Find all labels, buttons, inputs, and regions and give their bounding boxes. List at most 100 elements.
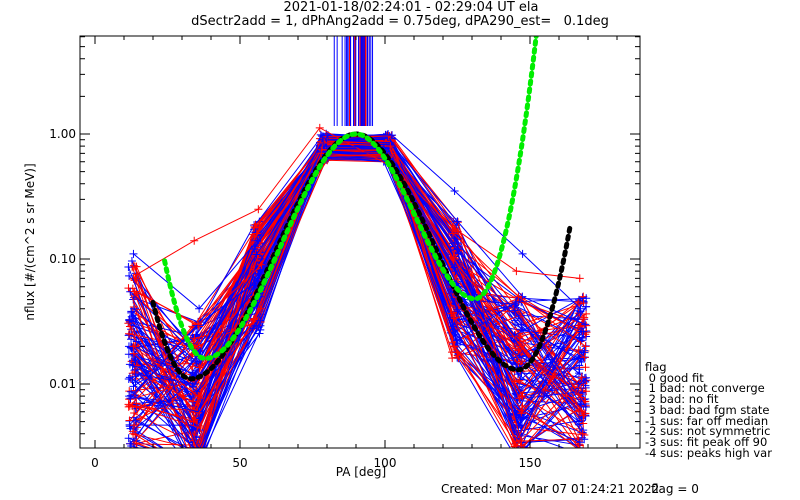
data-point-marker (510, 306, 519, 315)
data-point-marker (125, 392, 134, 401)
data-point-marker (252, 250, 261, 259)
spectrum-line (136, 152, 583, 435)
data-point-marker (450, 342, 459, 351)
data-point-marker (453, 217, 462, 226)
created-timestamp: Created: Mon Mar 07 01:24:21 2022 (441, 482, 660, 496)
y-tick-label: 0.10 (49, 252, 76, 266)
x-tick-label: 150 (518, 456, 542, 470)
fit-curves (150, 36, 574, 382)
data-point-marker (581, 451, 589, 459)
data-point-marker (454, 353, 463, 362)
legend-entry: 0 good fit (645, 370, 704, 385)
data-point-marker (579, 411, 588, 420)
data-point-marker (132, 337, 141, 346)
legend-entry: -2 sus: not symmetric (645, 424, 771, 439)
data-point-marker (575, 350, 584, 359)
data-point-marker (130, 304, 139, 313)
x-tick-label: 50 (232, 456, 248, 470)
flag-value: flag = 0 (651, 482, 699, 496)
fit-curve-narrow (162, 36, 539, 361)
spectrum-line (134, 142, 586, 347)
data-point-marker (124, 375, 133, 384)
data-point-marker (575, 274, 584, 283)
data-point-marker (127, 387, 136, 396)
data-point-marker (126, 394, 135, 403)
data-point-marker (453, 245, 462, 254)
data-point-marker (251, 220, 260, 229)
data-point-marker (579, 444, 588, 448)
data-point-marker (131, 430, 140, 439)
data-point-marker (132, 399, 141, 408)
data-point-marker (386, 142, 395, 151)
data-point-marker (189, 466, 197, 474)
y-tick-label: 0.01 (49, 377, 76, 391)
data-point-marker (194, 459, 202, 467)
data-point-marker (192, 467, 200, 475)
data-point-marker (197, 451, 205, 459)
data-point-marker (197, 461, 205, 469)
data-point-marker (194, 320, 203, 329)
legend-entry: 3 bad: bad fgm state (645, 402, 770, 417)
data-point-marker (580, 346, 589, 355)
data-point-marker (518, 392, 527, 401)
data-point-marker (453, 307, 462, 316)
spectrum-line (135, 145, 582, 385)
data-point-marker (579, 327, 588, 336)
x-tick-label: 0 (91, 456, 99, 470)
spectrum-line (133, 155, 579, 439)
data-point-marker (191, 467, 199, 475)
data-point-marker (581, 302, 590, 311)
data-point-marker (317, 149, 326, 158)
data-point-marker (582, 387, 591, 396)
data-point-marker (582, 451, 590, 459)
data-point-marker (517, 320, 526, 329)
data-point-marker (124, 262, 133, 271)
legend-entry: 2 bad: no fit (645, 392, 719, 407)
chart-subtitle: dSectr2add = 1, dPhAng2add = 0.75deg, dP… (191, 14, 609, 29)
data-point-marker (514, 292, 523, 301)
data-point-marker (130, 287, 139, 296)
data-point-marker (255, 329, 264, 338)
data-point-marker (189, 452, 197, 460)
data-point-marker (125, 322, 134, 331)
data-point-marker (512, 297, 521, 306)
data-point-marker (574, 295, 583, 304)
data-point-marker (448, 223, 457, 232)
data-point-marker (193, 387, 202, 396)
data-point-marker (194, 392, 203, 401)
spectra-traces (124, 36, 591, 475)
data-point-marker (575, 417, 584, 426)
data-point-marker (188, 461, 196, 469)
y-axis-label: nflux [#/(cm^2 s sr MeV)] (23, 163, 37, 321)
data-point-marker (450, 186, 459, 195)
data-point-marker (581, 342, 590, 351)
x-axis-label: PA [deg] (335, 465, 387, 479)
data-point-marker (252, 321, 261, 330)
data-point-marker (517, 409, 526, 418)
data-point-marker (512, 267, 521, 276)
data-point-marker (447, 309, 456, 318)
data-point-marker (581, 363, 590, 372)
data-point-marker (581, 320, 590, 329)
data-point-marker (249, 315, 258, 324)
data-point-marker (580, 313, 589, 322)
data-point-marker (190, 458, 198, 466)
spectrum-line (130, 152, 582, 405)
data-point-marker (130, 368, 139, 377)
spectrum-line (133, 149, 580, 413)
data-point-marker (574, 345, 583, 354)
data-point-marker (131, 370, 140, 379)
legend-entry: 1 bad: not converge (645, 381, 765, 396)
data-point-marker (578, 388, 587, 397)
data-point-marker (576, 304, 585, 313)
data-point-marker (515, 376, 524, 385)
data-point-marker (257, 260, 266, 269)
data-point-marker (574, 407, 583, 416)
legend-entry: -3 sus: fit peak off 90 (645, 434, 768, 449)
data-point-marker (195, 467, 203, 475)
data-point-marker (514, 329, 523, 338)
data-point-marker (126, 439, 135, 448)
data-point-marker (131, 416, 140, 425)
y-tick-label: 1.00 (49, 127, 76, 141)
data-point-marker (124, 350, 133, 359)
